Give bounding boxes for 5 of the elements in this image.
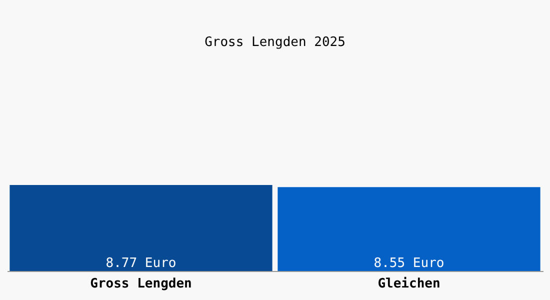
data-label: 8.77 Euro: [106, 256, 176, 271]
data-label: 8.55 Euro: [374, 256, 444, 271]
chart-title: Gross Lengden 2025: [204, 35, 346, 50]
x-tick-label: Gleichen: [378, 276, 440, 292]
x-tick-label: Gross Lengden: [90, 276, 192, 292]
